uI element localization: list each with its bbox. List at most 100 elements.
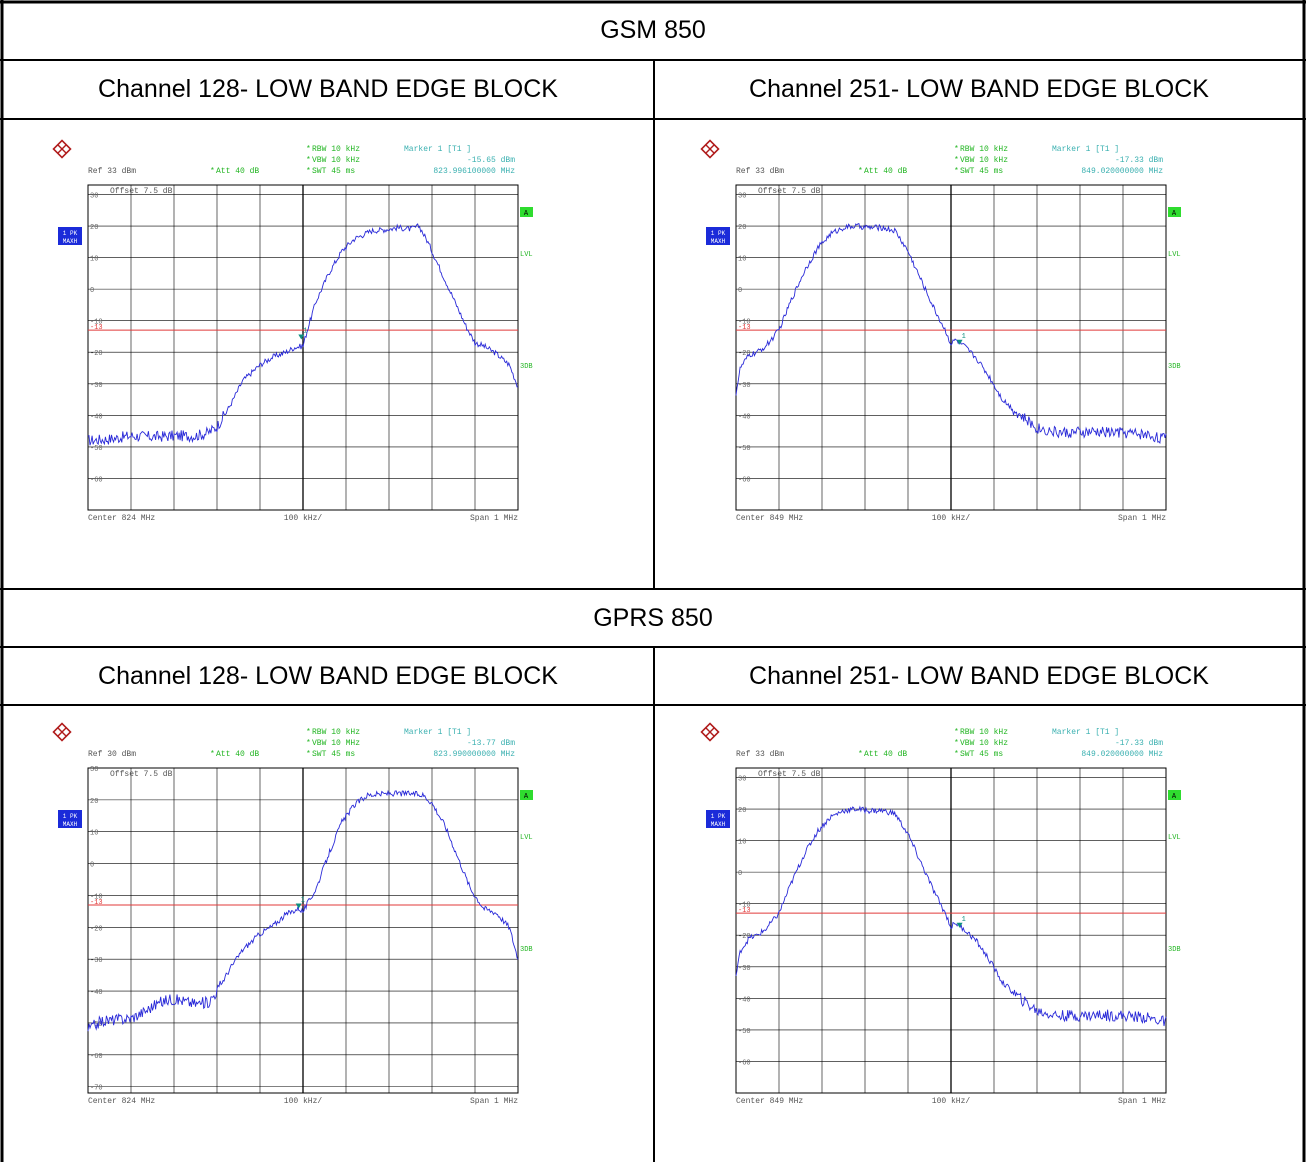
side-label-a-text: A xyxy=(524,793,529,801)
spectrum-plot-gprs-ch128: * RBW 10 kHz * VBW 10 MHz * SWT 45 ms * Att 40 … xyxy=(50,718,550,1108)
side-label-3db: 3DB xyxy=(520,946,533,954)
y-tick-label: 10 xyxy=(90,256,98,264)
column-header-gprs-ch128: Channel 128- LOW BAND EDGE BLOCK xyxy=(98,662,558,690)
side-label-lvl: LVL xyxy=(520,834,533,842)
side-label-3db: 3DB xyxy=(1168,363,1181,371)
side-label-a-text: A xyxy=(524,210,529,218)
att-label: Att 40 dB xyxy=(864,167,907,176)
att-label: Att 40 dB xyxy=(216,750,259,759)
marker-1-icon xyxy=(298,334,305,340)
rohde-schwarz-logo-icon xyxy=(52,722,72,742)
trace-label-line-1: 1 PK xyxy=(63,230,78,237)
grid-lines xyxy=(736,185,1166,510)
y-tick-label: -40 xyxy=(738,996,751,1004)
marker-title: Marker 1 [T1 ] xyxy=(404,145,471,154)
y-tick-label: -40 xyxy=(738,413,751,421)
y-tick-label: 20 xyxy=(738,224,746,232)
column-header-gprs-ch251: Channel 251- LOW BAND EDGE BLOCK xyxy=(749,662,1209,690)
side-label-lvl: LVL xyxy=(520,251,533,259)
spectrum-trace xyxy=(87,223,519,446)
side-label-a: A xyxy=(1168,790,1181,801)
y-tick-label: -30 xyxy=(738,382,751,390)
logo-diamond xyxy=(700,722,720,742)
marker-frequency: 849.020000000 MHz xyxy=(1081,167,1163,176)
side-label-a-bg xyxy=(1168,207,1181,217)
grid-lines xyxy=(88,185,518,510)
offset-label: Offset 7.5 dB xyxy=(110,770,173,779)
y-tick-label: 20 xyxy=(90,798,98,806)
y-tick-label: 20 xyxy=(738,807,746,815)
spectrum-trace xyxy=(735,223,1167,444)
y-tick-label: 30 xyxy=(738,775,746,783)
side-label-3db: 3DB xyxy=(520,363,533,371)
y-tick-label: -50 xyxy=(738,445,751,453)
y-tick-label: 0 xyxy=(738,870,742,878)
side-label-a-bg xyxy=(520,207,533,217)
marker-frequency: 849.020000000 MHz xyxy=(1081,750,1163,759)
vbw-label: VBW 10 kHz xyxy=(960,156,1008,165)
swt-asterisk: * xyxy=(306,750,311,759)
swt-asterisk: * xyxy=(954,167,959,176)
trace-label-line-2: MAXH xyxy=(711,821,726,828)
y-tick-label: -10 xyxy=(90,319,103,327)
offset-label: Offset 7.5 dB xyxy=(758,770,821,779)
section-header-gsm: GSM 850 xyxy=(600,16,706,44)
ref-label: Ref 30 dBm xyxy=(88,750,136,759)
rbw-label: RBW 10 kHz xyxy=(312,145,360,154)
y-tick-label: -20 xyxy=(90,925,103,933)
side-label-a-text: A xyxy=(1172,210,1177,218)
y-tick-label: -20 xyxy=(90,350,103,358)
swt-label: SWT 45 ms xyxy=(960,750,1003,759)
spectrum-plot-gprs-ch251: * RBW 10 kHz * VBW 10 kHz * SWT 45 ms * Att 40 … xyxy=(698,718,1198,1108)
y-tick-label: -30 xyxy=(90,382,103,390)
spectrum-svg: * RBW 10 kHz* VBW 10 MHz* SWT 45 ms* Att 40 … xyxy=(52,722,533,1106)
offset-label: Offset 7.5 dB xyxy=(110,187,173,196)
y-tick-label: -40 xyxy=(90,413,103,421)
vbw-label: VBW 10 MHz xyxy=(312,739,360,748)
y-tick-label: -50 xyxy=(90,445,103,453)
y-tick-label: -60 xyxy=(738,1059,751,1067)
trace-label-bg xyxy=(58,227,82,245)
spectrum-svg: * RBW 10 kHz* VBW 10 kHz* SWT 45 ms* Att 40 … xyxy=(700,139,1181,523)
marker-title: Marker 1 [T1 ] xyxy=(1052,728,1119,737)
y-tick-label: 0 xyxy=(738,287,742,295)
y-tick-label: -20 xyxy=(738,933,751,941)
section-header-gprs: GPRS 850 xyxy=(593,604,713,632)
att-asterisk: * xyxy=(858,167,863,176)
center-frequency-label: Center 824 MHz xyxy=(88,1097,155,1106)
side-label-lvl: LVL xyxy=(1168,834,1181,842)
att-asterisk: * xyxy=(210,750,215,759)
marker-level: -13.77 dBm xyxy=(467,739,515,748)
marker-1-icon xyxy=(956,339,963,345)
swt-label: SWT 45 ms xyxy=(960,167,1003,176)
column-header-gsm-ch128: Channel 128- LOW BAND EDGE BLOCK xyxy=(98,75,558,103)
marker-1-label: 1 xyxy=(301,896,305,904)
logo-backslash xyxy=(705,727,715,737)
y-tick-label: -50 xyxy=(738,1028,751,1036)
spectrum-plot-gsm-ch251: * RBW 10 kHz * VBW 10 kHz * SWT 45 ms * Att 40 … xyxy=(698,135,1198,525)
rbw-label: RBW 10 kHz xyxy=(312,728,360,737)
logo-backslash xyxy=(57,144,67,154)
spectrum-trace xyxy=(735,805,1167,1027)
marker-level: -17.33 dBm xyxy=(1115,156,1163,165)
y-tick-label: 0 xyxy=(90,287,94,295)
marker-frequency: 823.996100000 MHz xyxy=(433,167,515,176)
rbw-label: RBW 10 kHz xyxy=(960,728,1008,737)
rohde-schwarz-logo-icon xyxy=(52,139,72,159)
y-tick-label: 20 xyxy=(90,224,98,232)
limit-line-label: -13 xyxy=(738,324,751,332)
marker-1-label: 1 xyxy=(303,328,307,336)
y-tick-label: -30 xyxy=(738,965,751,973)
side-label-a-text: A xyxy=(1172,793,1177,801)
y-tick-label: 0 xyxy=(90,862,94,870)
span-label: Span 1 MHz xyxy=(470,514,518,523)
per-division-label: 100 kHz/ xyxy=(284,1097,323,1106)
y-tick-label: -40 xyxy=(90,989,103,997)
rohde-schwarz-logo-icon xyxy=(700,139,720,159)
side-label-lvl: LVL xyxy=(1168,251,1181,259)
